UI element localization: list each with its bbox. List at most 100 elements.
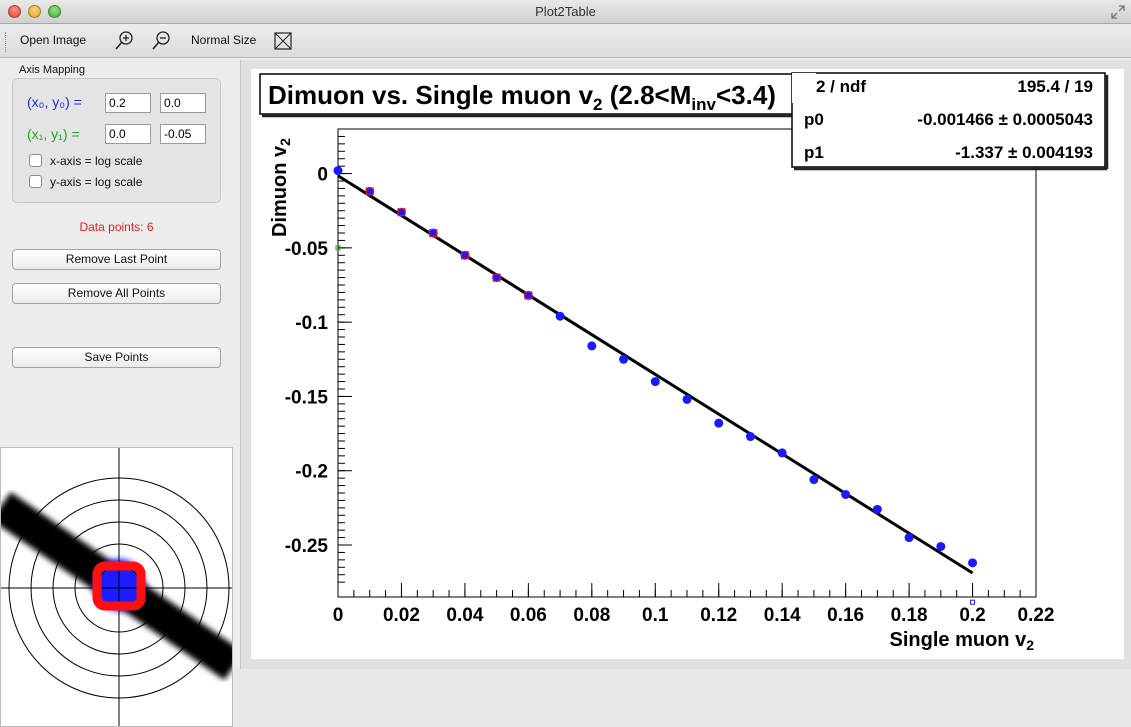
x-tick-label: 0.22 <box>1018 605 1055 626</box>
y-log-checkbox-box[interactable] <box>29 175 42 188</box>
y-log-label: y-axis = log scale <box>50 175 143 189</box>
data-point <box>523 290 533 300</box>
x-tick-label: 0.18 <box>891 605 928 626</box>
data-point <box>555 311 565 321</box>
window-title: Plot2Table <box>535 4 596 19</box>
x1-input[interactable] <box>105 124 151 144</box>
open-image-button[interactable]: Open Image <box>20 33 87 47</box>
close-window-button[interactable] <box>8 5 21 18</box>
x0-y0-label: (x₀, y₀) = <box>27 94 82 110</box>
chart-title: Dimuon vs. Single muon v2 (2.8<Minv<3.4) <box>268 80 776 114</box>
data-point <box>460 250 470 260</box>
calibration-marker-y <box>335 245 341 251</box>
minimize-window-button[interactable] <box>28 5 41 18</box>
picked-point-marker <box>365 187 374 196</box>
data-point <box>872 504 882 514</box>
x0-y0-label-text: (x₀, y₀) = <box>27 94 82 110</box>
stats-chi2-value: 195.4 / 19 <box>1017 77 1093 96</box>
y-axis-label: Dimuon v2 <box>269 138 293 237</box>
y1-input[interactable] <box>160 124 206 144</box>
y-tick-label: -0.15 <box>285 387 329 408</box>
data-point <box>777 448 787 458</box>
normal-size-button[interactable]: Normal Size <box>191 33 257 47</box>
picked-point-marker <box>429 229 438 237</box>
x0-input[interactable] <box>105 93 151 113</box>
stats-p1-value: -1.337 ± 0.004193 <box>955 143 1093 162</box>
axis-mapping-title: Axis Mapping <box>19 64 86 76</box>
data-point <box>619 354 629 364</box>
x-tick-label: 0.12 <box>700 605 737 626</box>
x-tick-label: 0.14 <box>764 605 801 626</box>
zoom-in-icon[interactable] <box>113 30 135 52</box>
y0-input[interactable] <box>160 93 206 113</box>
data-point <box>650 377 660 387</box>
data-point <box>936 541 946 551</box>
data-point <box>714 418 724 428</box>
x-log-checkbox-box[interactable] <box>29 154 42 167</box>
y-tick-label: -0.1 <box>295 313 328 334</box>
x1-y1-label-text: (x₁, y₁) = <box>27 126 80 142</box>
x-tick-label: 0.1 <box>642 605 669 626</box>
chart-svg: 0 0.02 0.04 0.06 0.08 0.1 0.12 0.14 0.16 0.18 0.2 0… <box>259 72 1109 653</box>
data-point <box>809 475 819 485</box>
y-tick-label: -0.2 <box>295 462 328 483</box>
x-tick-label: 0.02 <box>383 605 420 626</box>
data-point <box>396 207 406 217</box>
y-log-scale-checkbox[interactable]: y-axis = log scale <box>29 175 142 189</box>
data-point <box>428 228 438 238</box>
picked-point-marker <box>492 273 501 282</box>
fullscreen-icon[interactable] <box>1111 5 1125 19</box>
picked-point-marker <box>524 291 533 300</box>
data-point <box>333 166 343 176</box>
stats-box <box>791 72 1106 168</box>
data-point <box>745 432 755 442</box>
picked-point-marker <box>460 251 469 260</box>
x-tick-label: 0.08 <box>573 605 610 626</box>
fit-line <box>337 174 974 575</box>
toolbar: Open Image Normal Size <box>0 25 1131 58</box>
stats-p1-label: p1 <box>804 143 824 162</box>
x-tick-label: 0 <box>333 605 344 626</box>
y-tick-label: 0 <box>317 165 328 186</box>
data-points-count: Data points: 6 <box>79 220 154 234</box>
x-log-label: x-axis = log scale <box>50 154 143 168</box>
data-point <box>904 533 914 543</box>
x-tick-label: 0.06 <box>510 605 547 626</box>
data-point <box>587 341 597 351</box>
calibration-marker-x <box>970 599 976 605</box>
data-point <box>682 394 692 404</box>
x-log-scale-checkbox[interactable]: x-axis = log scale <box>29 154 142 168</box>
axis-mapping-group: (x₀, y₀) = (x₁, y₁) = x-axis = log scale… <box>12 78 221 203</box>
data-point <box>841 489 851 499</box>
save-points-button[interactable]: Save Points <box>12 347 221 368</box>
picked-point-marker <box>397 208 406 217</box>
zoom-window-button[interactable] <box>48 5 61 18</box>
fit-window-icon[interactable] <box>273 31 293 51</box>
selected-point-marker <box>92 561 146 611</box>
x-axis-label: Single muon v2 <box>890 629 1035 653</box>
data-point <box>492 273 502 283</box>
stats-p0-value: -0.001466 ± 0.0005043 <box>917 110 1093 129</box>
title-bar: Plot2Table <box>0 0 1131 24</box>
x-tick-label: 0.2 <box>959 605 985 626</box>
stats-p0-label: p0 <box>804 110 824 129</box>
remove-last-point-button[interactable]: Remove Last Point <box>12 249 221 270</box>
plot-frame <box>337 128 1037 598</box>
remove-all-points-button[interactable]: Remove All Points <box>12 283 221 304</box>
left-panel: Axis Mapping (x₀, y₀) = (x₁, y₁) = x-axi… <box>0 58 240 727</box>
x-tick-label: 0.04 <box>446 605 483 626</box>
stats-box-mask <box>792 73 816 103</box>
stats-chi2-label: 2 / ndf <box>816 77 866 96</box>
y-tick-label: -0.05 <box>285 239 329 260</box>
image-scroll-area[interactable]: 0 0.02 0.04 0.06 0.08 0.1 0.12 0.14 0.16 0.18 0.2 0… <box>240 60 1131 669</box>
y-tick-label: -0.25 <box>285 536 329 557</box>
x-tick-label: 0.16 <box>827 605 864 626</box>
data-point <box>365 186 375 196</box>
x1-y1-label: (x₁, y₁) = <box>27 126 80 142</box>
plot-canvas[interactable]: 0 0.02 0.04 0.06 0.08 0.1 0.12 0.14 0.16 0.18 0.2 0… <box>251 69 1124 659</box>
data-point <box>968 558 978 568</box>
magnifier-view[interactable] <box>0 447 233 727</box>
zoom-out-icon[interactable] <box>150 30 172 52</box>
magnifier-image <box>1 448 232 726</box>
